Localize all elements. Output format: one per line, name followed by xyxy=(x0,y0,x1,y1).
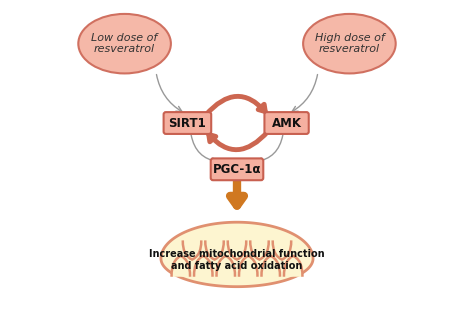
Ellipse shape xyxy=(78,14,171,73)
PathPatch shape xyxy=(194,256,212,277)
PathPatch shape xyxy=(239,256,257,277)
PathPatch shape xyxy=(205,240,224,260)
Text: Increase mitochondrial function
and fatty acid oxidation: Increase mitochondrial function and fatt… xyxy=(149,249,325,271)
Text: SIRT1: SIRT1 xyxy=(169,117,206,129)
FancyBboxPatch shape xyxy=(164,112,211,134)
PathPatch shape xyxy=(183,240,201,260)
FancyBboxPatch shape xyxy=(264,112,309,134)
Ellipse shape xyxy=(303,14,396,73)
PathPatch shape xyxy=(273,240,291,260)
PathPatch shape xyxy=(284,256,302,277)
PathPatch shape xyxy=(228,240,246,260)
FancyBboxPatch shape xyxy=(211,158,263,180)
PathPatch shape xyxy=(250,240,269,260)
PathPatch shape xyxy=(161,222,313,287)
Text: Low dose of
resveratrol: Low dose of resveratrol xyxy=(91,33,158,54)
PathPatch shape xyxy=(172,256,190,277)
FancyArrowPatch shape xyxy=(206,96,265,115)
Text: AMK: AMK xyxy=(272,117,301,129)
Text: High dose of
resveratrol: High dose of resveratrol xyxy=(315,33,384,54)
PathPatch shape xyxy=(262,256,280,277)
FancyArrowPatch shape xyxy=(209,131,268,150)
Text: PGC-1α: PGC-1α xyxy=(213,163,261,176)
PathPatch shape xyxy=(217,256,235,277)
